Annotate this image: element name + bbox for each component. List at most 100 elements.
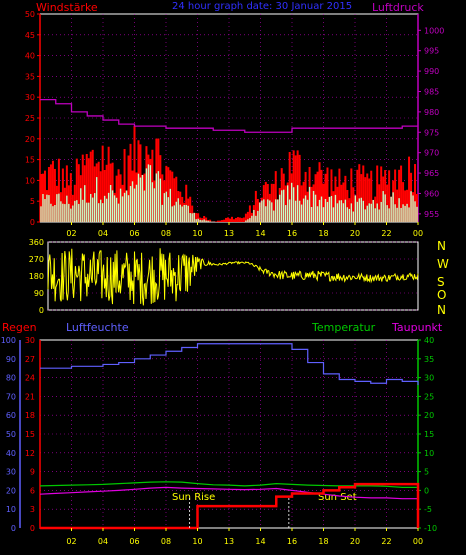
pressure-axis-label: 970 — [424, 149, 439, 158]
dew-point-title: Taupunkt — [391, 321, 443, 334]
pressure-axis-label: 975 — [424, 128, 439, 137]
wind-axis-label: 40 — [25, 52, 35, 61]
pressure-axis-label: 995 — [424, 47, 439, 56]
pressure-line — [40, 98, 418, 133]
rain-title: Regen — [2, 321, 37, 334]
temperature-axis-label: 15 — [424, 430, 434, 439]
temperature-axis-label: 5 — [424, 468, 429, 477]
humidity-axis-label: 60 — [6, 411, 16, 420]
rain-axis-label: 15 — [25, 430, 35, 439]
pressure-axis-label: 960 — [424, 189, 439, 198]
time-tick-label: 18 — [318, 229, 328, 238]
rain-axis-label: 18 — [25, 411, 35, 420]
humidity-axis-label: 30 — [6, 468, 16, 477]
time-tick-label: 22 — [381, 537, 391, 546]
humidity-axis-label: 50 — [6, 430, 16, 439]
humidity-axis-label: 90 — [6, 355, 16, 364]
pressure-axis-label: 1000 — [424, 26, 444, 35]
wind-axis-label: 50 — [25, 10, 35, 19]
pressure-title: Luftdruck — [372, 1, 424, 14]
compass-w: W — [437, 257, 449, 271]
humidity-title: Luftfeuchte — [66, 321, 129, 334]
wind-axis-label: 25 — [25, 114, 35, 123]
wind-axis-label: 5 — [30, 197, 35, 206]
temperature-axis-label: 20 — [424, 411, 434, 420]
rain-axis-label: 9 — [30, 468, 35, 477]
dew-point-line — [39, 486, 418, 500]
time-tick-label: 13 — [224, 229, 234, 238]
rain-axis-label: 27 — [25, 355, 35, 364]
pressure-axis-label: 965 — [424, 169, 439, 178]
time-tick-label: 22 — [381, 229, 391, 238]
wind-axis-label: 15 — [25, 156, 35, 165]
time-tick-label: 04 — [98, 537, 108, 546]
time-tick-label: 14 — [255, 229, 265, 238]
wind-title: Windstärke — [36, 1, 98, 14]
time-tick-label: 13 — [224, 537, 234, 546]
wind-axis-label: 30 — [25, 93, 35, 102]
humidity-line — [40, 343, 419, 386]
time-tick-label: 10 — [192, 537, 202, 546]
temperature-axis-label: -10 — [424, 524, 437, 533]
temperature-title: Temperatur — [311, 321, 376, 334]
humidity-axis-label: 100 — [1, 336, 16, 345]
wind-axis-label: 10 — [25, 176, 35, 185]
time-tick-label: 16 — [287, 537, 297, 546]
direction-axis-label: 270 — [29, 255, 44, 264]
wind-axis-label: 0 — [30, 218, 35, 227]
rain-line — [40, 482, 420, 530]
temperature-axis-label: 30 — [424, 374, 434, 383]
direction-axis-label: 90 — [34, 289, 44, 298]
compass-o: O — [437, 288, 446, 302]
direction-axis-label: 360 — [29, 238, 44, 247]
direction-axis-label: 180 — [29, 272, 44, 281]
time-tick-label: 18 — [318, 537, 328, 546]
rain-axis-label: 12 — [25, 449, 35, 458]
chart-title: 24 hour graph date: 30 Januar 2015 — [172, 1, 352, 12]
humidity-axis-label: 40 — [6, 449, 16, 458]
temperature-axis-label: 35 — [424, 355, 434, 364]
rain-axis-label: 30 — [25, 336, 35, 345]
temperature-axis-label: 0 — [424, 486, 429, 495]
pressure-axis-label: 985 — [424, 87, 439, 96]
compass-n-bottom: N — [437, 303, 446, 317]
pressure-axis-label: 955 — [424, 210, 439, 219]
wind-direction-line — [47, 248, 419, 306]
time-tick-label: 06 — [129, 229, 139, 238]
time-tick-label: 00 — [413, 229, 423, 238]
temperature-axis-label: 25 — [424, 392, 434, 401]
time-tick-label: 00 — [413, 537, 423, 546]
temperature-axis-label: 40 — [424, 336, 434, 345]
rain-axis-label: 3 — [30, 505, 35, 514]
temperature-axis-label: -5 — [424, 505, 432, 514]
time-tick-label: 16 — [287, 229, 297, 238]
sun-set-label: Sun Set — [318, 492, 357, 503]
temperature-axis-label: 10 — [424, 449, 434, 458]
rain-axis-label: 0 — [30, 524, 35, 533]
humidity-axis-label: 10 — [6, 505, 16, 514]
compass-s: S — [437, 275, 445, 289]
compass-n-top: N — [437, 239, 446, 253]
direction-axis-label: 0 — [39, 306, 44, 315]
rain-axis-label: 6 — [30, 486, 35, 495]
humidity-axis-label: 0 — [11, 524, 16, 533]
time-tick-label: 04 — [98, 229, 108, 238]
time-tick-label: 20 — [350, 537, 360, 546]
wind-axis-label: 35 — [25, 72, 35, 81]
humidity-axis-label: 20 — [6, 486, 16, 495]
sun-rise-label: Sun Rise — [172, 492, 215, 503]
pressure-axis-label: 990 — [424, 67, 439, 76]
time-tick-label: 02 — [66, 537, 76, 546]
rain-axis-label: 24 — [25, 374, 35, 383]
time-tick-label: 20 — [350, 229, 360, 238]
humidity-axis-label: 70 — [6, 392, 16, 401]
wind-axis-label: 20 — [25, 135, 35, 144]
time-tick-label: 08 — [161, 537, 171, 546]
time-tick-label: 08 — [161, 229, 171, 238]
humidity-axis-label: 80 — [6, 374, 16, 383]
time-tick-label: 14 — [255, 537, 265, 546]
time-tick-label: 06 — [129, 537, 139, 546]
wind-axis-label: 45 — [25, 31, 35, 40]
rain-axis-label: 21 — [25, 392, 35, 401]
